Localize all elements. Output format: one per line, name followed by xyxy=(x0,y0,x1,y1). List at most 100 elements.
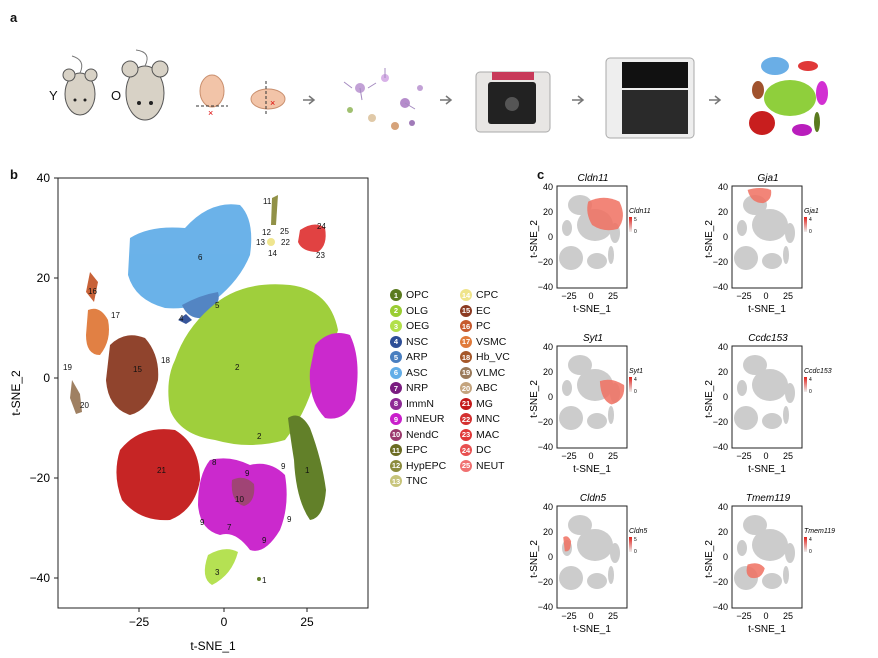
x-axis-label: t-SNE_1 xyxy=(748,624,786,635)
scale-min: 0 xyxy=(634,389,637,395)
cluster-label: 9 xyxy=(262,536,267,545)
legend-item-mac: 23 MAC xyxy=(460,428,499,441)
gene-title: Ccdc153 xyxy=(748,333,788,344)
xtick-label: 0 xyxy=(763,611,768,621)
cluster-hb-vc xyxy=(106,335,159,415)
ytick-label: −20 xyxy=(538,577,553,587)
cluster-label: 9 xyxy=(200,518,205,527)
legend-swatch: 14 xyxy=(460,289,472,301)
cluster-vsmc xyxy=(86,308,109,355)
cluster-label: 4 xyxy=(179,314,184,323)
step-data-analysis: Data analysis xyxy=(722,15,851,46)
cluster-cpc xyxy=(267,238,275,246)
xtick-label: −25 xyxy=(736,451,751,461)
old-mouse-icon xyxy=(121,49,169,121)
legend-item-mg: 21 MG xyxy=(460,397,493,410)
x-axis-label: t-SNE_1 xyxy=(748,464,786,475)
y-axis-label: t-SNE_2 xyxy=(529,380,540,418)
scale-min: 0 xyxy=(809,229,812,235)
ytick-label: −40 xyxy=(538,282,553,292)
legend-label: ARP xyxy=(406,351,428,363)
cluster-label: 16 xyxy=(88,287,97,296)
young-label: Y xyxy=(49,88,58,103)
y-axis-label: t-SNE_2 xyxy=(9,370,23,416)
scale-gene: Syt1 xyxy=(629,368,643,375)
legend-label: NendC xyxy=(406,428,439,441)
scale-gene: Cldn11 xyxy=(629,208,651,215)
scale-max: 4 xyxy=(809,537,812,543)
legend-swatch: 20 xyxy=(460,382,472,394)
expression-highlight xyxy=(747,187,772,204)
tsne-main-plot: −25 0 25 40 20 0 −20 −40 t-SNE_1 t-SNE_2… xyxy=(9,171,369,653)
legend-swatch: 8 xyxy=(390,397,402,410)
xtick-label: 25 xyxy=(300,615,314,629)
ytick-label: 20 xyxy=(543,527,553,537)
cluster-label: 19 xyxy=(63,363,72,372)
legend-swatch: 2 xyxy=(390,304,402,317)
cluster-label: 12 xyxy=(262,228,271,237)
legend-swatch: 21 xyxy=(460,397,472,410)
xtick-label: 0 xyxy=(763,291,768,301)
x-axis-label: t-SNE_1 xyxy=(748,304,786,315)
mini-tsne-icon xyxy=(749,57,828,136)
xtick-label: 0 xyxy=(763,451,768,461)
scale-max: 4 xyxy=(809,377,812,383)
cluster-label: 8 xyxy=(212,458,217,467)
step-cell-dissociation-label: Cell dissociation xyxy=(330,23,425,38)
legend-item-nrp: 7 NRP xyxy=(390,382,428,394)
cell-dissociation-icon xyxy=(343,68,423,130)
svg-text:×: × xyxy=(270,98,275,108)
color-scale xyxy=(629,377,632,392)
gene-title: Syt1 xyxy=(583,333,603,344)
cluster-label: 9 xyxy=(287,515,292,524)
old-label: O xyxy=(111,88,122,103)
grey-cells xyxy=(734,355,795,430)
xtick-label: 25 xyxy=(608,291,618,301)
ytick-label: −20 xyxy=(713,417,728,427)
panel-c-letter: c xyxy=(537,167,545,182)
color-scale xyxy=(804,537,807,552)
cluster-label: 6 xyxy=(198,253,203,262)
xtick-label: 25 xyxy=(608,611,618,621)
legend-item-hypepc: 12 HypEPC xyxy=(390,459,446,472)
legend-item-dc: 24 DC xyxy=(460,444,491,456)
xtick-label: −25 xyxy=(129,615,150,629)
ytick-label: 20 xyxy=(37,271,51,285)
arrow-icon xyxy=(303,95,316,105)
cluster-label: 22 xyxy=(281,238,290,247)
legend-swatch: 18 xyxy=(460,351,472,363)
cluster-blobs xyxy=(70,195,358,585)
step-10x-label: 10x xyxy=(502,23,524,38)
ytick-label: 20 xyxy=(718,367,728,377)
legend-item-abc: 20 ABC xyxy=(460,382,498,394)
scale-max: 5 xyxy=(634,537,637,543)
cluster-label: 2 xyxy=(235,363,240,372)
ytick-label: 0 xyxy=(43,371,50,385)
color-scale xyxy=(804,217,807,232)
cluster-label: 10 xyxy=(235,495,244,504)
xtick-label: 0 xyxy=(588,611,593,621)
xtick-label: 25 xyxy=(608,451,618,461)
color-scale xyxy=(804,377,807,392)
legend-swatch: 15 xyxy=(460,304,472,317)
scale-min: 0 xyxy=(809,549,812,555)
x-axis-label: t-SNE_1 xyxy=(573,464,611,475)
ytick-label: 40 xyxy=(718,182,728,192)
cluster-opc xyxy=(288,415,326,520)
step-brain-dissection: Brain dissection xyxy=(176,15,306,46)
legend-swatch: 3 xyxy=(390,320,402,332)
legend-swatch: 6 xyxy=(390,366,402,379)
ytick-label: 20 xyxy=(718,527,728,537)
cluster-nsc xyxy=(178,314,192,324)
legend-label: VSMC xyxy=(476,335,507,348)
legend-swatch: 9 xyxy=(390,413,402,425)
workflow-illustrations: × × xyxy=(62,49,828,139)
cluster-label: 5 xyxy=(215,301,220,310)
cluster-label: 23 xyxy=(316,251,325,260)
cluster-olg-small xyxy=(250,429,264,442)
young-mouse-icon xyxy=(62,55,98,116)
ytick-label: −40 xyxy=(30,571,51,585)
legend-item-olg: 2 OLG xyxy=(390,304,428,317)
